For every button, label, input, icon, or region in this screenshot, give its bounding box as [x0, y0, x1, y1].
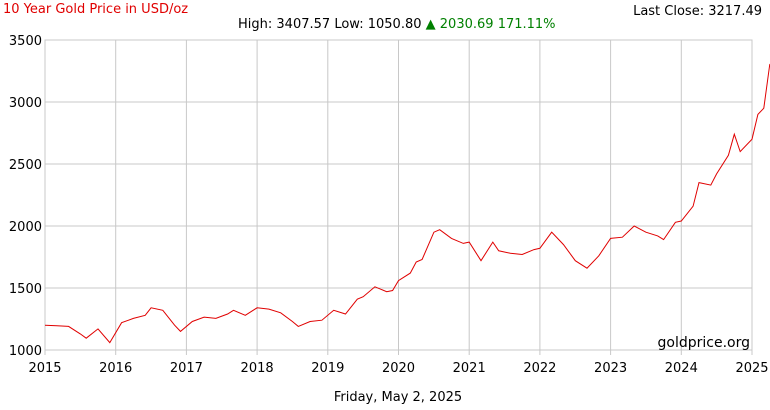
low-value: 1050.80 — [367, 17, 422, 32]
low-label: Low: — [334, 17, 364, 32]
x-tick-label: 2020 — [382, 361, 415, 376]
y-tick-label: 2000 — [9, 220, 42, 235]
y-tick-label: 2500 — [9, 158, 42, 173]
last-close: Last Close: 3217.49 — [633, 4, 762, 19]
chart-date: Friday, May 2, 2025 — [333, 390, 463, 405]
x-tick-label: 2023 — [594, 361, 627, 376]
last-close-value: 3217.49 — [708, 4, 762, 19]
change-up-arrow-icon: ▲ — [425, 17, 436, 32]
change-percent: 171.11% — [497, 17, 556, 32]
x-tick-label: 2022 — [523, 361, 556, 376]
watermark-text: goldprice.org — [658, 335, 750, 351]
change-value: 2030.69 — [439, 17, 494, 32]
x-tick-label: 2019 — [311, 361, 344, 376]
high-label: High: — [238, 17, 273, 32]
axis-ticks: 2015 2016 2017 2018 2019 2020 2021 2022 2023 2024… — [9, 34, 769, 376]
last-close-label: Last Close: — [633, 4, 705, 19]
high-value: 3407.57 — [276, 17, 331, 32]
y-tick-label: 3000 — [9, 96, 42, 111]
x-tick-label: 2024 — [665, 361, 698, 376]
y-tick-label: 1000 — [9, 344, 42, 359]
chart-title: 10 Year Gold Price in USD/oz — [3, 2, 189, 17]
x-tick-label: 2015 — [28, 361, 61, 376]
x-tick-label: 2017 — [170, 361, 203, 376]
x-tick-label: 2021 — [453, 361, 486, 376]
x-tick-label: 2016 — [99, 361, 132, 376]
x-tick-label: 2025 — [735, 361, 768, 376]
price-series-line — [44, 63, 770, 344]
price-stats: High: 3407.57 Low: 1050.80 ▲ 2030.69 171… — [238, 17, 556, 32]
y-tick-label: 1500 — [9, 282, 42, 297]
x-tick-label: 2018 — [241, 361, 274, 376]
y-tick-label: 3500 — [9, 34, 42, 49]
